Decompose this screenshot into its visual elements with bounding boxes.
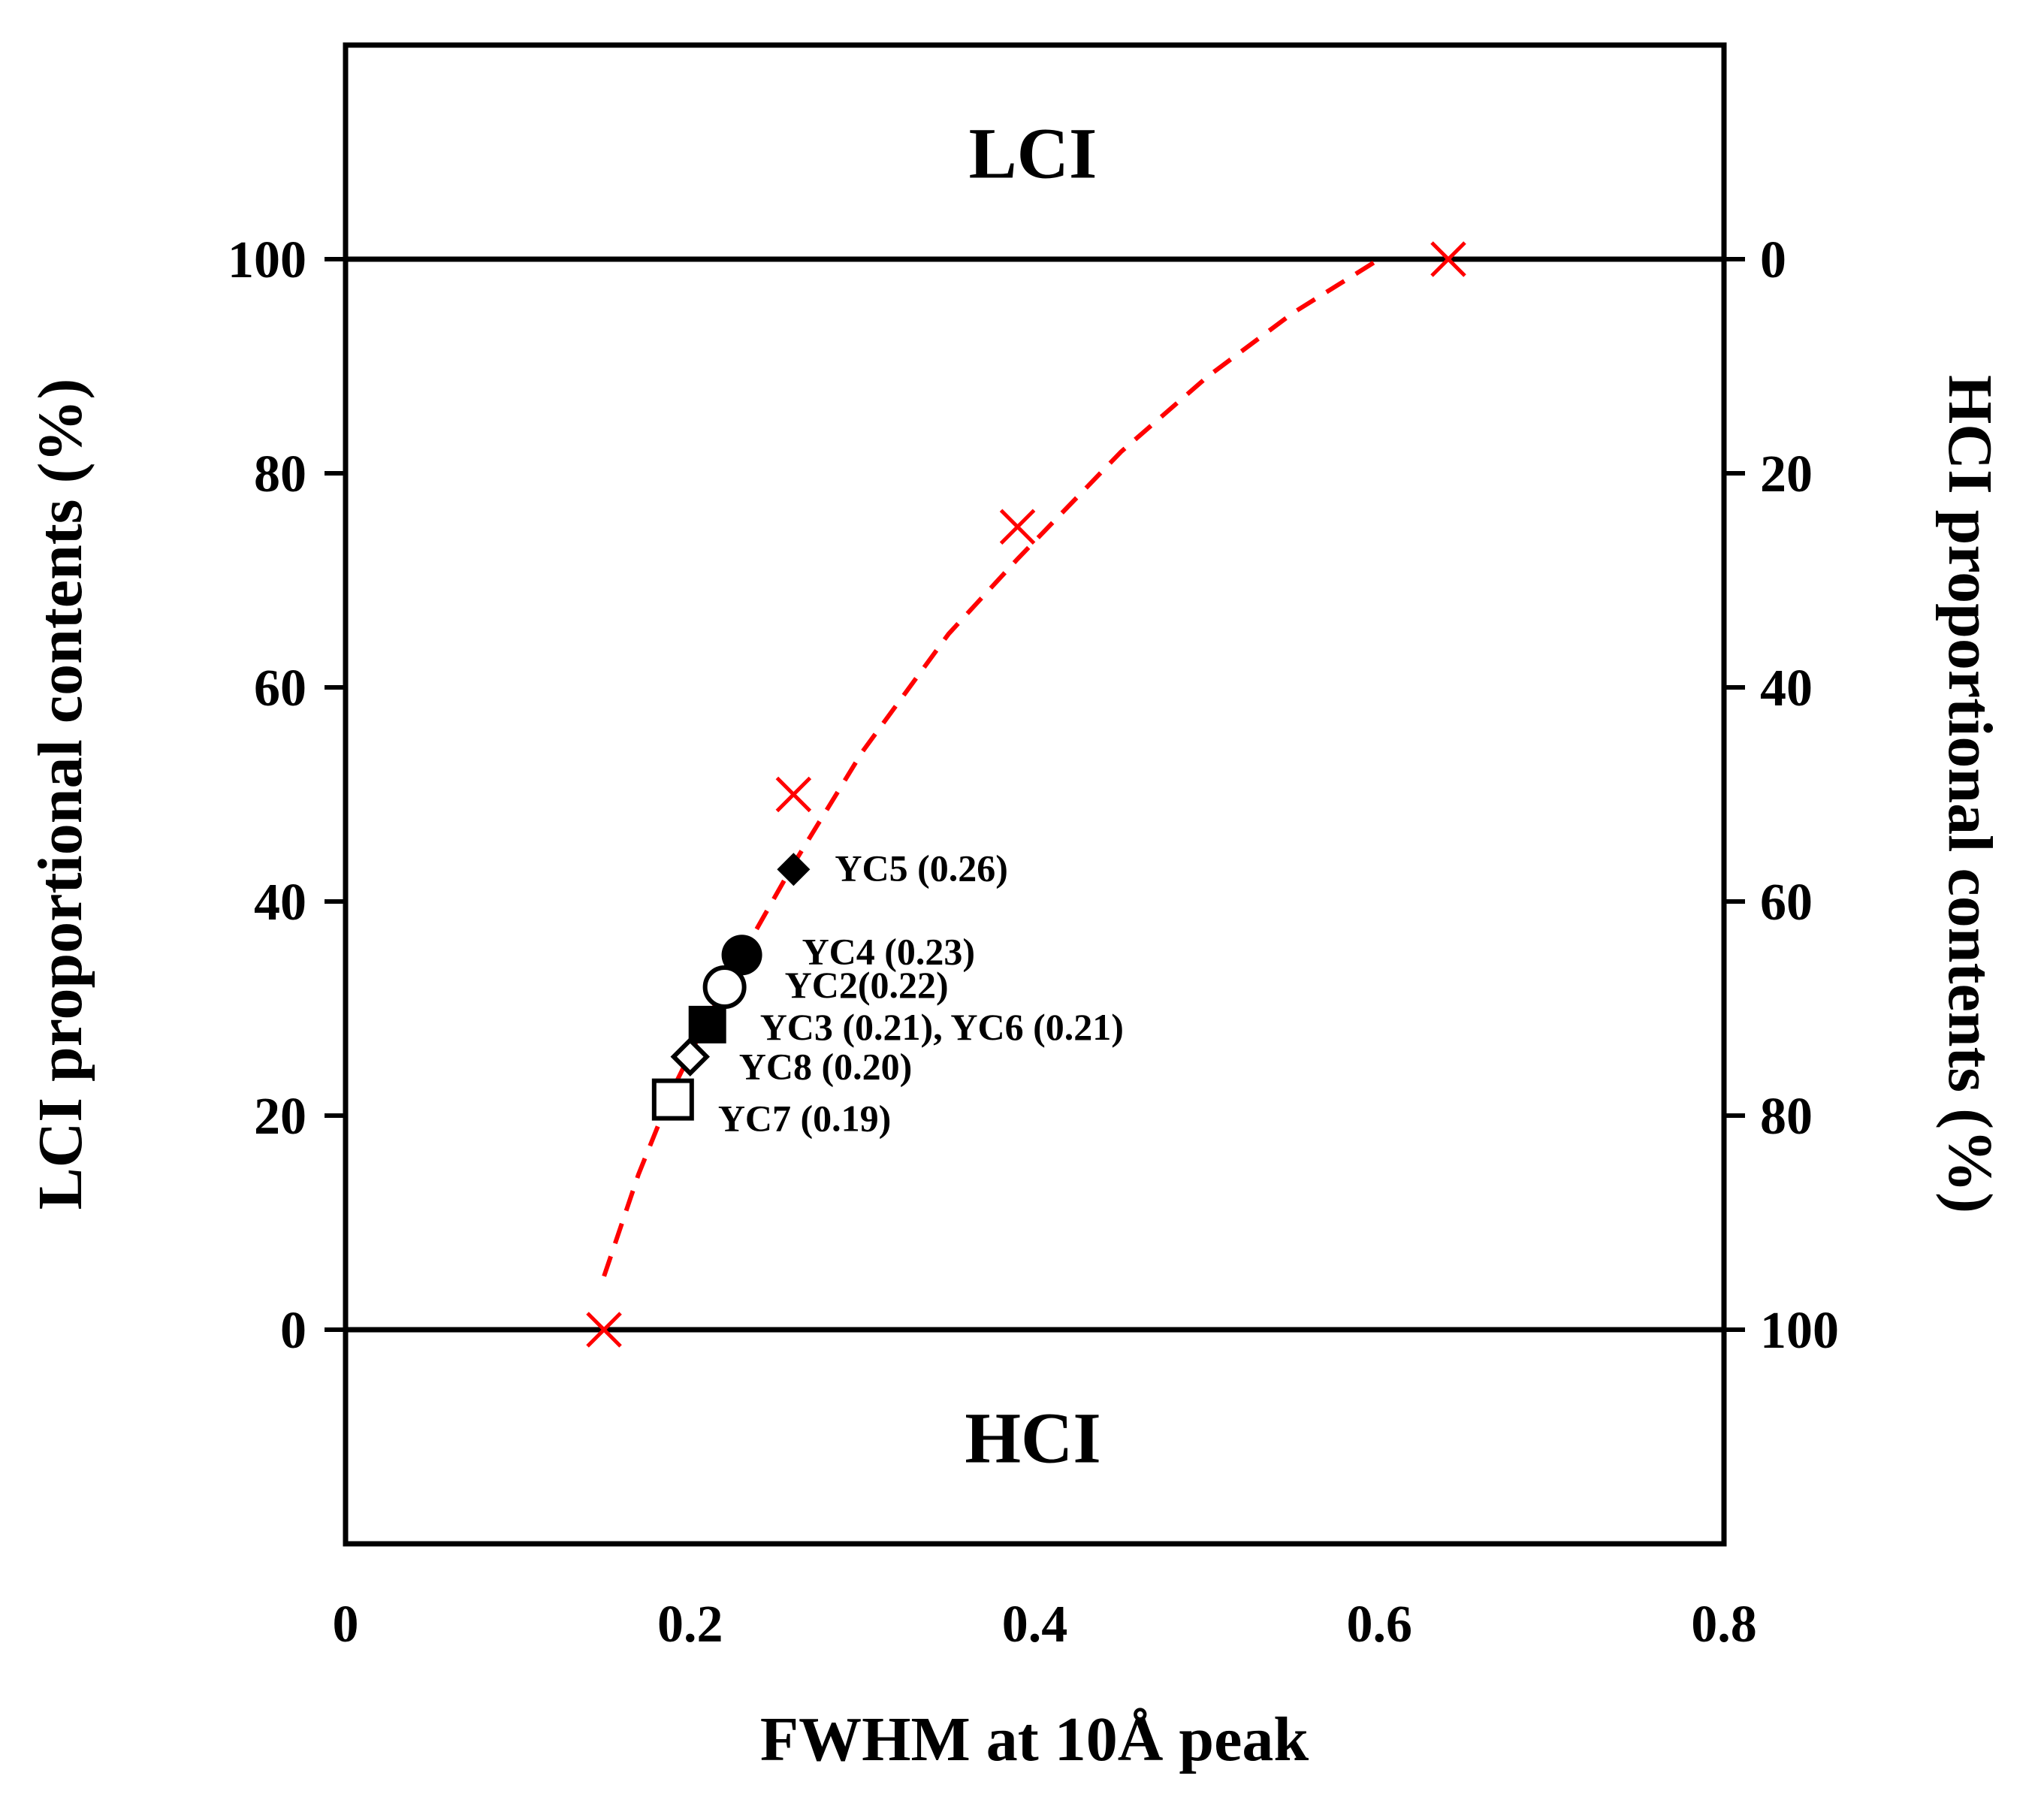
standard-point (1430, 241, 1466, 277)
region-label-hci: HCI (965, 1398, 1100, 1478)
sample-label-yc8: YC8 (0.20) (739, 1046, 913, 1088)
region-labels: LCI HCI (965, 113, 1100, 1478)
plot-frame (343, 42, 1727, 1547)
standard-point (586, 1312, 622, 1348)
y2-tick-label: 0 (1760, 231, 1786, 289)
x-tick-label: 0.4 (1002, 1596, 1068, 1653)
standard-point-stroke (586, 1312, 622, 1348)
sample-labels: YC5 (0.26) YC4 (0.23)YC2(0.22)YC3 (0.21),… (718, 847, 1124, 1139)
y2-axis-title: HCI proportional contents (%) (1935, 375, 2005, 1213)
x-tick-label: 0.2 (657, 1596, 723, 1653)
standard-point-stroke (1430, 241, 1466, 277)
standard-point-stroke (999, 509, 1036, 545)
y2-tick-label: 40 (1760, 660, 1813, 717)
y-tick-label: 20 (254, 1088, 306, 1146)
standards-series (586, 241, 1466, 1348)
sample-point-yc7 (651, 1078, 694, 1121)
sample-point-yc2 (702, 965, 747, 1009)
x-tick-label: 0.8 (1691, 1596, 1757, 1653)
y2-tick-label: 80 (1760, 1088, 1813, 1146)
sample-point-yc5 (777, 853, 811, 886)
sample-label-yc7: YC7 (0.19) (718, 1098, 892, 1140)
sample-label-yc5: YC5 (0.26) (835, 847, 1008, 889)
sample-label-yc3-yc6: YC3 (0.21), YC6 (0.21) (760, 1006, 1124, 1048)
y-tick-label: 0 (280, 1302, 306, 1360)
y2-tick-label: 60 (1760, 874, 1813, 932)
y-tick-label: 60 (254, 660, 306, 717)
y-axis-right: 100 80 60 40 20 0 (1724, 231, 1839, 1360)
sample-point-yc4 (721, 935, 762, 976)
sample-label-yc2: YC2(0.22) (785, 964, 949, 1006)
reference-lines (346, 256, 1724, 1333)
y-tick-label: 40 (254, 874, 306, 932)
x-axis: 0 0.2 0.4 0.6 0.8 (333, 1596, 1757, 1653)
standard-point (999, 509, 1036, 545)
x-axis-title: FWHM at 10Å peak (760, 1705, 1309, 1774)
x-tick-label: 0.6 (1347, 1596, 1413, 1653)
y2-tick-label: 100 (1760, 1302, 1839, 1360)
y-tick-label: 80 (254, 445, 306, 503)
samples-series (651, 853, 811, 1121)
y-axis-left: 0 20 40 60 80 100 (228, 231, 346, 1360)
y-tick-label: 100 (228, 231, 306, 289)
standard-point-stroke (775, 776, 812, 813)
sample-point-yc3-yc6 (688, 1005, 726, 1043)
sample-point-yc8 (670, 1037, 710, 1077)
region-label-lci: LCI (969, 113, 1097, 194)
y-axis-title: LCI proportional contents (%) (26, 379, 95, 1210)
x-tick-label: 0 (333, 1596, 359, 1653)
standard-point (775, 776, 812, 813)
y2-tick-label: 20 (1760, 445, 1813, 503)
sample-label-yc4: YC4 (0.23) (802, 930, 976, 972)
